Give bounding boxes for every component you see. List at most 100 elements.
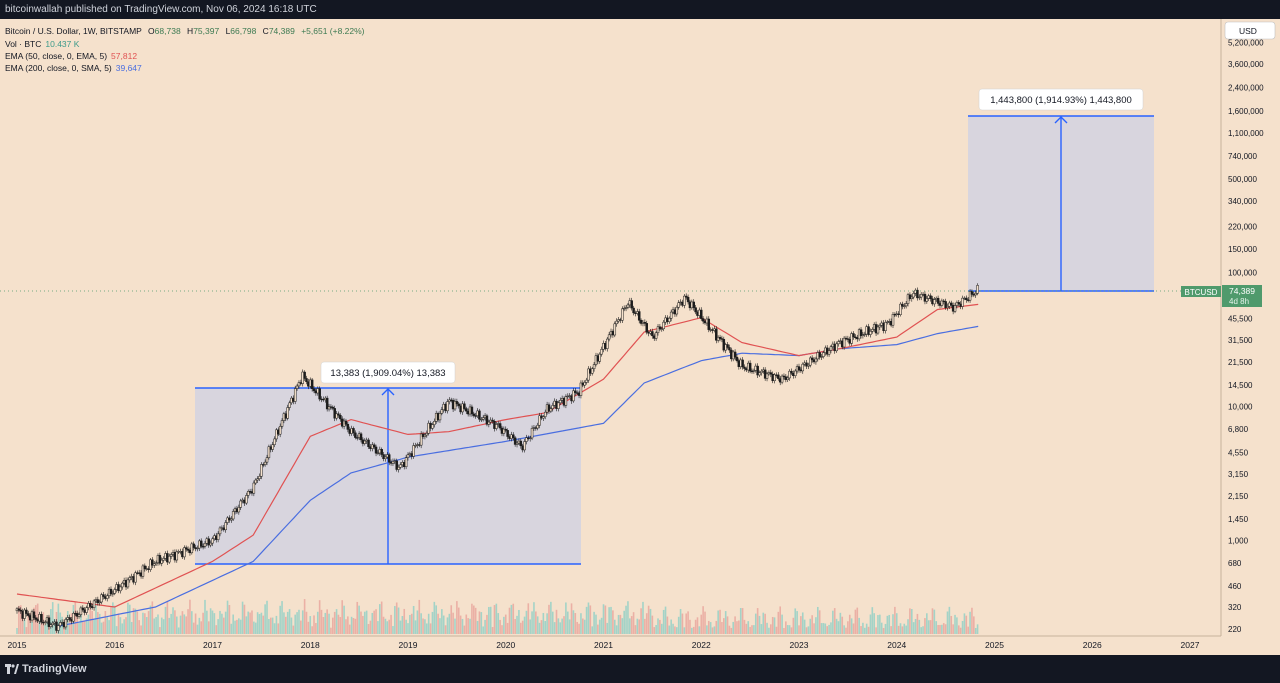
price-axis[interactable]: 5,200,000 3,600,000 2,400,000 1,600,000 1,10… bbox=[1228, 38, 1264, 633]
candle-body bbox=[152, 563, 156, 566]
price-chart[interactable]: 13,383 (1,909.04%) 13,383 1,443,800 (1,9… bbox=[0, 19, 1280, 655]
volume-bar bbox=[81, 620, 84, 634]
volume-bar bbox=[224, 611, 227, 634]
volume-bar bbox=[322, 617, 325, 634]
publish-info: bitcoinwallah published on TradingView.c… bbox=[5, 4, 317, 15]
candle-body bbox=[404, 457, 408, 468]
candle-body bbox=[765, 373, 769, 379]
volume-bar bbox=[894, 606, 896, 634]
volume-bar bbox=[401, 616, 404, 634]
volume-bar bbox=[926, 613, 928, 634]
volume-bar bbox=[420, 613, 422, 634]
currency-button[interactable]: USD bbox=[1224, 21, 1276, 40]
candle-body bbox=[842, 337, 846, 348]
price-tick: 45,500 bbox=[1228, 314, 1253, 323]
candle-body bbox=[957, 302, 961, 305]
volume-bar bbox=[307, 621, 310, 634]
volume-bar bbox=[850, 618, 853, 634]
candle-body bbox=[158, 555, 162, 564]
volume-bar bbox=[98, 613, 101, 634]
volume-bar bbox=[301, 610, 304, 634]
volume-bar bbox=[803, 619, 806, 634]
price-tick: 680 bbox=[1228, 559, 1242, 568]
volume-bar bbox=[309, 616, 312, 634]
volume-bar bbox=[209, 608, 212, 634]
volume-bar bbox=[916, 613, 919, 634]
volume-bar bbox=[358, 605, 360, 634]
candle-body bbox=[58, 622, 62, 626]
svg-text:EMA (50, close, 0, EMA, 5)57,8: EMA (50, close, 0, EMA, 5) 57,812 bbox=[5, 51, 137, 61]
volume-bar bbox=[630, 616, 633, 634]
measure-arrow-2-head bbox=[1054, 116, 1068, 124]
volume-bar bbox=[128, 604, 131, 634]
candle-body bbox=[523, 441, 526, 451]
price-tick: 740,000 bbox=[1228, 152, 1257, 161]
candle-body bbox=[557, 402, 560, 409]
volume-bar bbox=[627, 601, 629, 634]
candle-body bbox=[530, 428, 534, 439]
last-price-countdown: 4d 8h bbox=[1229, 297, 1249, 306]
measure-label-2-text: 1,443,800 (1,914.93%) 1,443,800 bbox=[990, 95, 1132, 106]
volume-bar bbox=[429, 623, 432, 634]
volume-bar bbox=[971, 607, 973, 634]
time-axis[interactable]: 2015 2016 2017 2018 2019 2020 2021 2022 2023 2024… bbox=[8, 640, 1200, 650]
volume-bar bbox=[298, 609, 300, 634]
volume-bar bbox=[275, 615, 278, 634]
volume-bar bbox=[762, 612, 765, 634]
volume-bar bbox=[170, 613, 172, 634]
legend-low: 66,798 bbox=[230, 26, 256, 36]
volume-bar bbox=[944, 624, 947, 634]
volume-bar bbox=[954, 614, 956, 634]
volume-bar bbox=[425, 623, 428, 634]
volume-bar bbox=[512, 603, 515, 634]
candle-body bbox=[231, 511, 235, 520]
candle-body bbox=[397, 467, 400, 470]
candle-body bbox=[230, 518, 233, 521]
candle-body bbox=[547, 404, 551, 412]
volume-bar bbox=[266, 600, 268, 634]
candle-body bbox=[512, 434, 515, 439]
volume-bar bbox=[662, 609, 665, 634]
volume-bar bbox=[698, 626, 701, 634]
candle-body bbox=[564, 396, 568, 406]
volume-bar bbox=[486, 614, 488, 634]
volume-bar bbox=[192, 622, 195, 634]
candle-body bbox=[946, 306, 949, 309]
candle-body bbox=[446, 401, 449, 412]
volume-bar bbox=[258, 614, 261, 634]
candle-body bbox=[303, 371, 306, 379]
volume-bar bbox=[927, 620, 930, 634]
volume-bar bbox=[580, 613, 582, 634]
volume-bar bbox=[933, 609, 936, 634]
candle-body bbox=[100, 594, 103, 603]
candle-body bbox=[57, 625, 60, 631]
volume-bar bbox=[691, 627, 693, 634]
volume-bar bbox=[516, 615, 518, 634]
tradingview-footer: TradingView bbox=[0, 655, 1280, 683]
volume-bar bbox=[828, 624, 830, 634]
candle-body bbox=[455, 401, 459, 405]
candle-body bbox=[245, 495, 248, 504]
candle-body bbox=[412, 445, 415, 457]
candle-body bbox=[933, 299, 936, 305]
volume-bar bbox=[557, 618, 560, 634]
candle-body bbox=[692, 301, 695, 308]
publish-bar: bitcoinwallah published on TradingView.c… bbox=[0, 0, 1280, 19]
candle-body bbox=[175, 551, 179, 561]
candle-body bbox=[119, 586, 122, 592]
volume-bar bbox=[273, 623, 276, 634]
candle-body bbox=[260, 464, 263, 477]
candle-body bbox=[68, 617, 71, 620]
volume-bar bbox=[901, 626, 904, 634]
volume-bar bbox=[189, 599, 191, 634]
volume-bar bbox=[497, 613, 500, 634]
volume-bar bbox=[328, 613, 330, 634]
time-tick: 2022 bbox=[692, 640, 711, 650]
candle-body bbox=[162, 558, 165, 561]
volume-bar bbox=[730, 627, 733, 634]
legend-close: 74,389 bbox=[269, 26, 295, 36]
volume-bar bbox=[388, 619, 391, 634]
volume-bar bbox=[332, 617, 334, 634]
volume-bar bbox=[519, 622, 522, 634]
candle-body bbox=[92, 600, 96, 608]
